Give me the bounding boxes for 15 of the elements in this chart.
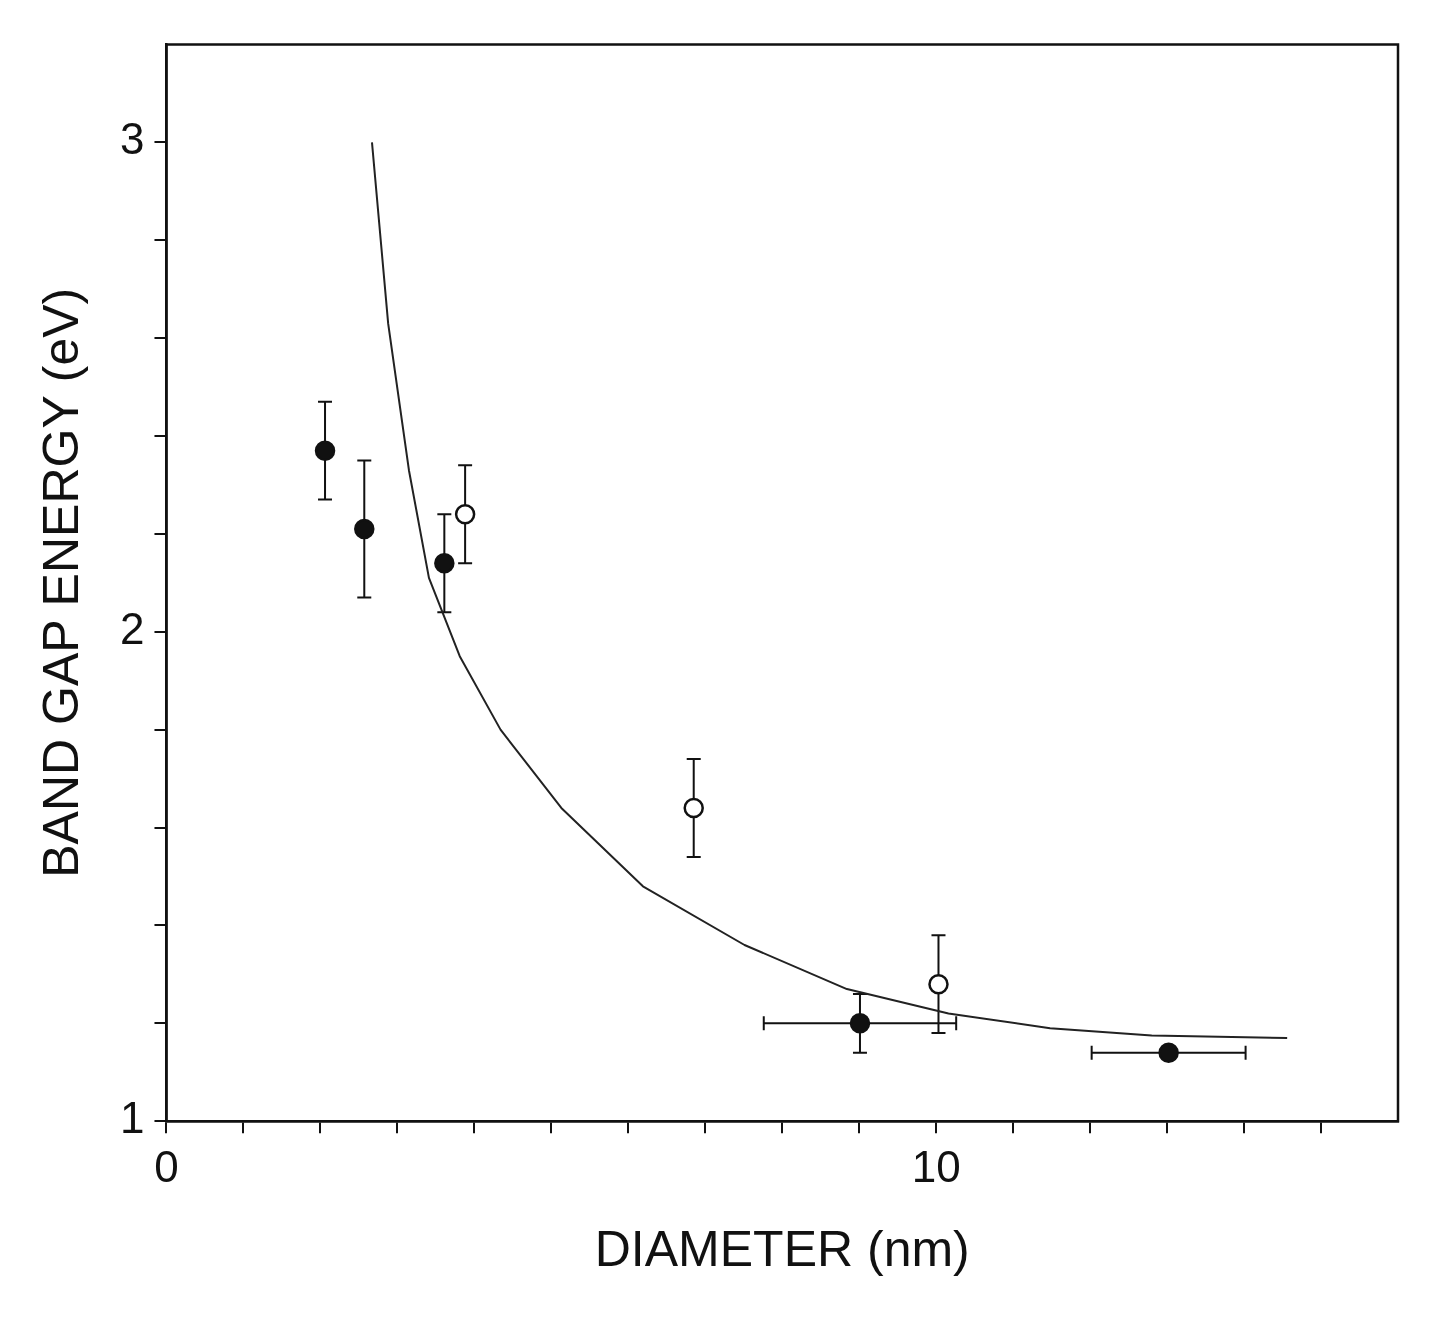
x-tick-label: 10 (911, 1141, 961, 1191)
y-axis-title: BAND GAP ENERGY (eV) (32, 287, 89, 878)
y-tick-label: 2 (119, 603, 145, 653)
point (1158, 1042, 1179, 1063)
point (434, 552, 455, 574)
point (314, 440, 336, 461)
y-tick-label: 1 (119, 1093, 145, 1143)
point (683, 797, 704, 819)
point (354, 518, 375, 540)
point (454, 504, 476, 525)
x-axis-title: DIAMETER (nm) (594, 1220, 970, 1277)
y-tick-label: 3 (119, 114, 145, 164)
point (928, 973, 949, 995)
point (849, 1013, 871, 1034)
x-tick-label: 0 (154, 1141, 179, 1191)
